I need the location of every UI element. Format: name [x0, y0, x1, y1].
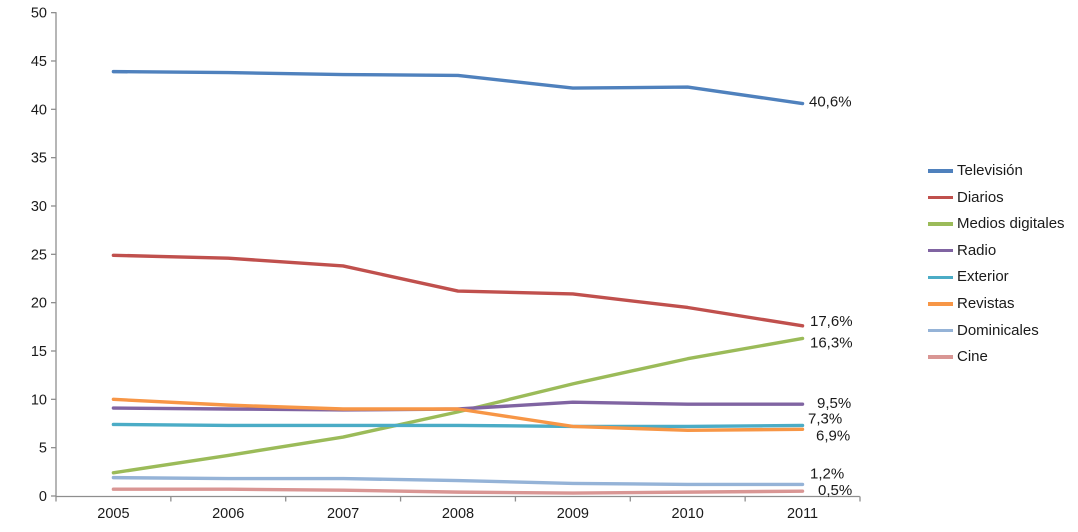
- y-axis-tick-label: 30: [31, 199, 47, 215]
- series-line-revistas: [111, 397, 805, 432]
- end-value-label-diarios: 17,6%: [810, 313, 853, 330]
- x-axis-tick-label: 2008: [442, 506, 474, 522]
- y-axis-tick-label: 15: [31, 344, 47, 360]
- end-value-label-radio: 9,5%: [817, 395, 851, 412]
- y-axis-tick-label: 35: [31, 151, 47, 167]
- x-axis-tick-label: 2010: [672, 506, 704, 522]
- y-axis-tick-label: 45: [31, 54, 47, 70]
- x-axis-tick-label: 2006: [212, 506, 244, 522]
- y-axis-tick-label: 20: [31, 296, 47, 312]
- series-line-dominicales: [111, 475, 805, 487]
- end-value-label-medios-digitales: 16,3%: [810, 334, 853, 351]
- end-value-label-exterior: 7,3%: [808, 410, 842, 427]
- series-line-medios-digitales: [111, 336, 805, 475]
- x-axis-tick-label: 2009: [557, 506, 589, 522]
- series-line-television: [111, 69, 805, 106]
- end-value-label-revistas: 6,9%: [816, 427, 850, 444]
- y-axis-tick-label: 0: [39, 489, 47, 505]
- x-axis-tick-label: 2005: [97, 506, 129, 522]
- series-line-diarios: [111, 253, 805, 328]
- y-axis-tick-label: 10: [31, 392, 47, 408]
- y-axis-tick-label: 50: [31, 6, 47, 22]
- series-line-exterior: [111, 422, 805, 429]
- y-axis-tick-label: 5: [39, 441, 47, 457]
- x-axis-tick-label: 2007: [327, 506, 359, 522]
- end-value-label-dominicales: 1,2%: [810, 465, 844, 482]
- y-axis-tick-label: 25: [31, 247, 47, 263]
- x-axis-tick-label: 2011: [787, 506, 818, 522]
- end-value-label-television: 40,6%: [809, 94, 852, 111]
- y-axis-tick-label: 40: [31, 102, 47, 118]
- end-value-label-cine: 0,5%: [818, 482, 852, 499]
- series-line-cine: [111, 487, 805, 495]
